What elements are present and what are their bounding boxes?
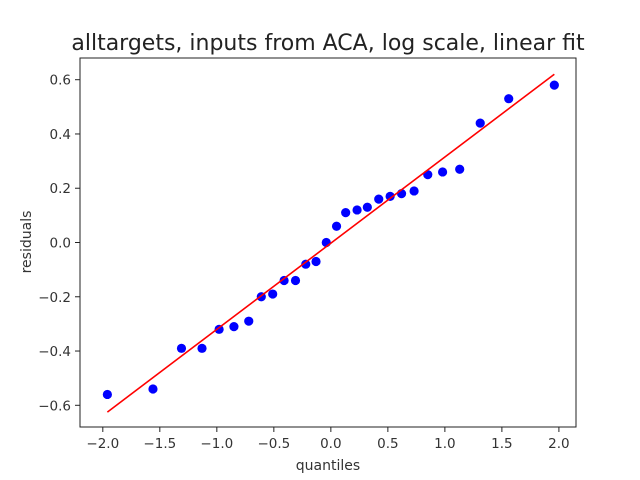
y-tick-label: −0.4 <box>38 344 71 360</box>
data-point <box>475 118 485 128</box>
data-point <box>409 186 419 196</box>
y-axis-label: residuals <box>19 211 35 274</box>
data-point <box>197 343 207 353</box>
x-axis-label: quantiles <box>296 458 360 474</box>
data-point <box>455 164 465 174</box>
data-point <box>148 384 158 394</box>
x-tick-label: −2.0 <box>86 436 119 452</box>
plot-area: −2.0 −1.5 −1.0 −0.5 0.0 0.5 1.0 1.5 2.0 −0.6 −0.4… <box>38 57 577 452</box>
y-tick-label: −0.2 <box>38 290 71 306</box>
x-tick-label: −1.5 <box>143 436 176 452</box>
data-point <box>331 221 342 231</box>
data-point <box>301 259 311 269</box>
y-tick-label: 0.2 <box>50 181 71 197</box>
data-point <box>244 316 254 326</box>
y-tick-label: 0.0 <box>50 236 71 252</box>
data-point <box>176 343 187 353</box>
data-point <box>102 389 112 400</box>
data-point <box>352 205 362 215</box>
data-point <box>504 94 514 104</box>
x-tick-label: 2.0 <box>548 436 569 452</box>
x-tick-label: 1.0 <box>434 436 455 452</box>
y-tick-label: 0.6 <box>50 73 71 89</box>
data-point <box>374 194 384 204</box>
x-tick-label: −1.0 <box>200 436 233 452</box>
y-tick-label: 0.4 <box>50 127 71 143</box>
data-point <box>229 322 239 332</box>
scatter-series <box>102 80 559 400</box>
chart-title: alltargets, inputs from ACA, log scale, … <box>71 31 585 56</box>
data-point <box>362 202 372 212</box>
data-point <box>549 80 559 90</box>
x-tick-label: 1.5 <box>491 436 512 452</box>
data-point <box>437 167 448 177</box>
x-axis-ticks: −2.0 −1.5 −1.0 −0.5 0.0 0.5 1.0 1.5 2.0 <box>86 427 570 452</box>
data-point <box>341 208 351 218</box>
data-point <box>290 275 301 286</box>
data-point <box>214 324 224 334</box>
data-point <box>268 289 278 299</box>
x-tick-label: −0.5 <box>257 436 290 452</box>
fit-line <box>106 73 555 413</box>
data-point <box>311 256 321 267</box>
y-tick-label: −0.6 <box>38 398 71 414</box>
y-axis-ticks: −0.6 −0.4 −0.2 0.0 0.2 0.4 0.6 <box>38 73 80 414</box>
data-point <box>279 275 289 286</box>
series-layer <box>102 73 559 413</box>
data-point <box>385 191 395 201</box>
x-tick-label: 0.5 <box>377 436 398 452</box>
x-tick-label: 0.0 <box>320 436 341 452</box>
